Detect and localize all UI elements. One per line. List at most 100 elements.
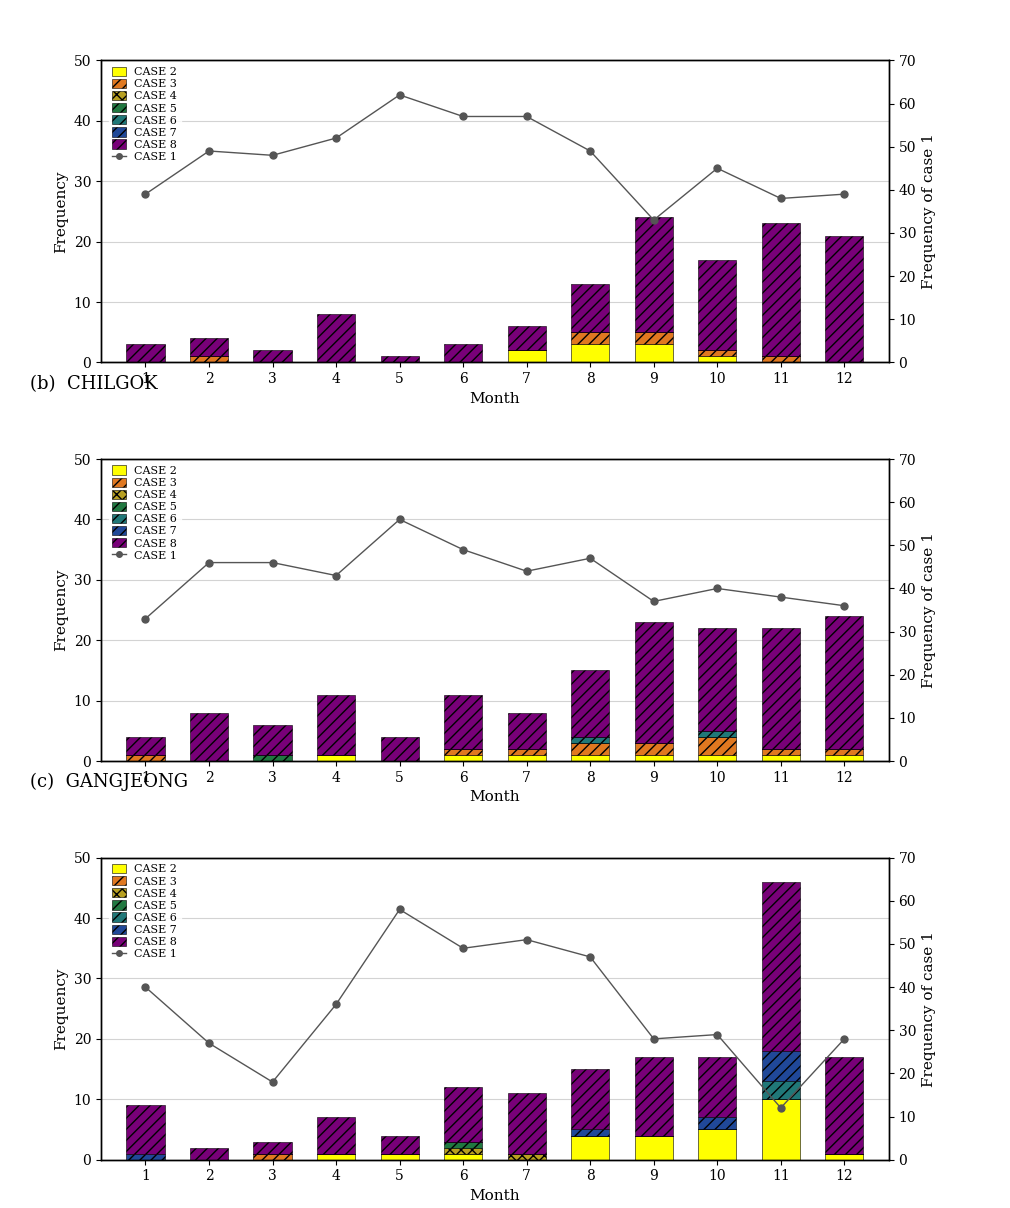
- Bar: [571, 1069, 609, 1129]
- Bar: [508, 749, 545, 755]
- Bar: [508, 1093, 545, 1154]
- Bar: [381, 1154, 419, 1160]
- Bar: [126, 755, 165, 761]
- Bar: [317, 755, 356, 761]
- Bar: [762, 223, 800, 356]
- Legend: CASE 2, CASE 3, CASE 4, CASE 5, CASE 6, CASE 7, CASE 8, CASE 1: CASE 2, CASE 3, CASE 4, CASE 5, CASE 6, …: [109, 461, 181, 564]
- Bar: [825, 755, 864, 761]
- Bar: [444, 1087, 482, 1142]
- Bar: [254, 725, 292, 755]
- Bar: [508, 1154, 545, 1160]
- Bar: [254, 1154, 292, 1160]
- Bar: [762, 882, 800, 1051]
- Bar: [571, 284, 609, 332]
- X-axis label: Month: Month: [470, 1189, 520, 1203]
- Bar: [126, 1154, 165, 1160]
- Bar: [762, 1051, 800, 1081]
- Bar: [571, 737, 609, 743]
- CASE 1: [203, 1036, 215, 1051]
- Bar: [444, 344, 482, 362]
- Bar: [762, 356, 800, 362]
- Bar: [634, 755, 673, 761]
- Bar: [698, 731, 736, 737]
- Bar: [571, 1136, 609, 1160]
- Line: CASE 1: CASE 1: [142, 516, 847, 622]
- CASE 1: [711, 581, 723, 596]
- Bar: [381, 356, 419, 362]
- Bar: [634, 622, 673, 743]
- CASE 1: [520, 109, 532, 123]
- Bar: [508, 326, 545, 350]
- Bar: [698, 755, 736, 761]
- CASE 1: [330, 997, 342, 1011]
- Bar: [317, 695, 356, 755]
- CASE 1: [838, 187, 850, 202]
- Bar: [634, 332, 673, 344]
- CASE 1: [330, 568, 342, 582]
- Bar: [762, 749, 800, 755]
- Bar: [825, 749, 864, 755]
- Bar: [126, 344, 165, 362]
- Bar: [508, 350, 545, 362]
- CASE 1: [267, 149, 279, 163]
- CASE 1: [267, 556, 279, 570]
- Bar: [762, 1081, 800, 1099]
- CASE 1: [838, 598, 850, 612]
- Bar: [698, 1057, 736, 1117]
- Bar: [634, 344, 673, 362]
- Bar: [317, 1154, 356, 1160]
- CASE 1: [647, 594, 660, 609]
- CASE 1: [139, 611, 152, 626]
- Bar: [444, 1142, 482, 1148]
- Bar: [444, 1154, 482, 1160]
- CASE 1: [458, 542, 470, 557]
- Bar: [698, 350, 736, 356]
- CASE 1: [458, 941, 470, 956]
- CASE 1: [584, 949, 596, 964]
- Y-axis label: Frequency: Frequency: [55, 170, 68, 252]
- Legend: CASE 2, CASE 3, CASE 4, CASE 5, CASE 6, CASE 7, CASE 8, CASE 1: CASE 2, CASE 3, CASE 4, CASE 5, CASE 6, …: [109, 64, 181, 165]
- Bar: [571, 755, 609, 761]
- CASE 1: [775, 1100, 787, 1115]
- Bar: [444, 755, 482, 761]
- Bar: [444, 749, 482, 755]
- Text: (c)  GANGJEONG: (c) GANGJEONG: [30, 773, 188, 791]
- Bar: [698, 260, 736, 350]
- Bar: [254, 1142, 292, 1154]
- CASE 1: [711, 1027, 723, 1041]
- Bar: [762, 628, 800, 749]
- Line: CASE 1: CASE 1: [142, 906, 847, 1111]
- Bar: [571, 1129, 609, 1136]
- Bar: [698, 1129, 736, 1160]
- CASE 1: [203, 144, 215, 158]
- Bar: [317, 314, 356, 362]
- CASE 1: [584, 144, 596, 158]
- Bar: [825, 1154, 864, 1160]
- Bar: [825, 236, 864, 362]
- Bar: [571, 670, 609, 737]
- CASE 1: [267, 1075, 279, 1090]
- Bar: [825, 1057, 864, 1154]
- Bar: [254, 350, 292, 362]
- Bar: [634, 1136, 673, 1160]
- Y-axis label: Frequency: Frequency: [55, 968, 68, 1050]
- CASE 1: [394, 88, 406, 103]
- CASE 1: [647, 1032, 660, 1046]
- Text: (b)  CHILGOK: (b) CHILGOK: [30, 374, 158, 393]
- Bar: [698, 737, 736, 755]
- CASE 1: [520, 564, 532, 579]
- Bar: [634, 743, 673, 755]
- CASE 1: [394, 902, 406, 917]
- Bar: [381, 737, 419, 761]
- Bar: [571, 344, 609, 362]
- CASE 1: [139, 187, 152, 202]
- Bar: [762, 1099, 800, 1160]
- Bar: [190, 356, 228, 362]
- Bar: [634, 1057, 673, 1136]
- Bar: [126, 1105, 165, 1154]
- X-axis label: Month: Month: [470, 790, 520, 805]
- CASE 1: [458, 109, 470, 123]
- Bar: [190, 713, 228, 761]
- Bar: [317, 1117, 356, 1154]
- Bar: [126, 737, 165, 755]
